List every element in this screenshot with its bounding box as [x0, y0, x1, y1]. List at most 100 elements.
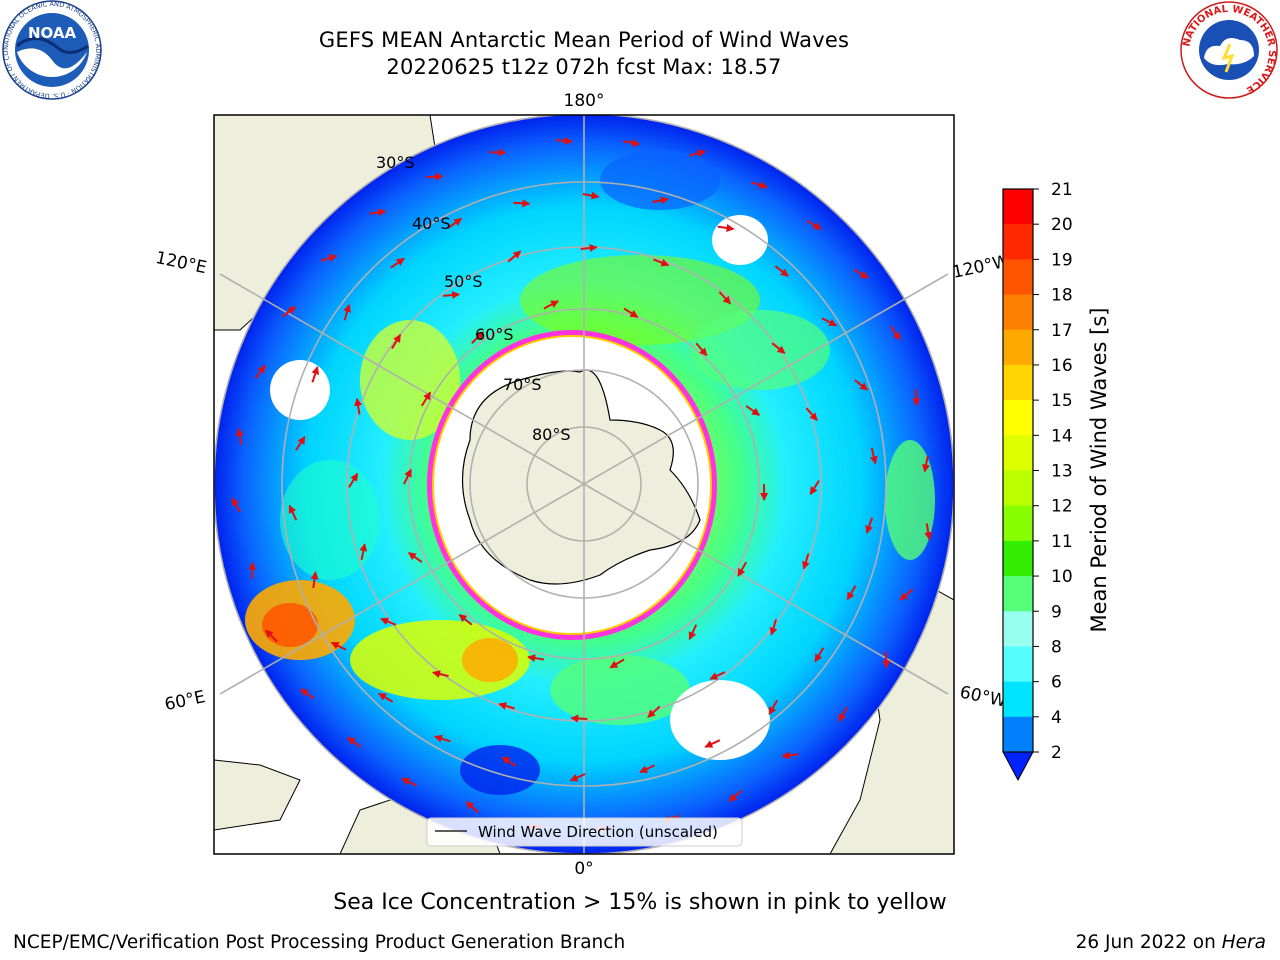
wave-vector-arrow [501, 756, 517, 767]
wave-vector-arrow [458, 613, 473, 626]
lon-label-0: 0° [574, 859, 593, 879]
lon-label-60w: 60°W [958, 682, 1008, 711]
lon-label-180: 180° [564, 91, 605, 111]
colorbar-tick-label: 18 [1051, 286, 1073, 306]
lon-label-120w: 120°W [951, 251, 1012, 283]
wave-vector-arrow [806, 220, 822, 230]
map-area [214, 115, 954, 854]
wave-vector-arrow [570, 714, 588, 723]
wave-vector-arrow [768, 699, 779, 716]
colorbar-segment [1003, 540, 1033, 577]
colorbar-tick-label: 11 [1051, 532, 1073, 552]
wave-vector-arrow [471, 331, 484, 344]
wave-vector-arrow [231, 497, 242, 513]
lat-label-30s: 30°S [376, 153, 415, 172]
wave-vector-arrow [704, 739, 721, 748]
wave-vector-arrow [717, 224, 735, 232]
footer-branch: NCEP/EMC/Verification Post Processing Pr… [13, 932, 626, 953]
wave-vector-arrow [809, 480, 820, 495]
wave-vector-arrow [434, 734, 451, 743]
colorbar-extend-triangle [1002, 751, 1034, 782]
wave-vector-arrow [465, 801, 480, 814]
wave-vector-arrow [295, 435, 306, 451]
noaa-logo: NATIONAL OCEANIC AND ATMOSPHERIC ADMINIS… [0, 0, 102, 100]
wave-vector-arrow [320, 254, 338, 262]
wave-vector-arrow [882, 651, 891, 669]
colorbar-tick-label: 9 [1051, 602, 1062, 622]
wave-vector-arrow [513, 199, 531, 208]
colorbar-segment [1003, 646, 1033, 683]
wave-vector-arrow [924, 523, 933, 541]
vector-legend: Wind Wave Direction (unscaled) [426, 817, 743, 847]
chart-subtitle: 20220625 t12z 072h fcst Max: 18.57 [386, 55, 782, 79]
colorbar-segment [1003, 716, 1033, 753]
wave-vector-arrow [854, 379, 869, 391]
colorbar-segment [1003, 294, 1033, 331]
colorbar-tick-label: 10 [1051, 567, 1073, 587]
wave-vector-arrow [846, 585, 857, 601]
wave-vector-arrow [769, 619, 778, 636]
wave-vector-arrow [378, 692, 394, 703]
wave-vector-arrow [821, 317, 838, 327]
wave-vector-arrow [865, 517, 873, 534]
wave-vector-arrow [781, 751, 799, 760]
wave-vector-arrow [802, 553, 810, 570]
colorbar-tick-label: 14 [1051, 426, 1073, 446]
lon-label-60e: 60°E [163, 687, 207, 715]
wave-vector-arrow [447, 217, 463, 229]
wave-vector-arrow [623, 138, 641, 147]
wave-vector-arrow [689, 149, 706, 158]
colorbar-segment [1003, 576, 1033, 612]
wave-vector-arrow [639, 764, 656, 774]
wave-vector-arrow [569, 773, 586, 782]
colorbar-segment [1003, 400, 1033, 436]
colorbar-segment [1003, 329, 1033, 366]
colorbar-segment [1003, 259, 1033, 296]
wave-vector-arrow [401, 777, 417, 787]
wave-vector-arrow [235, 427, 244, 445]
lat-label-50s: 50°S [444, 272, 483, 291]
wave-vector-arrow [265, 629, 278, 643]
wave-vector-arrow [299, 688, 315, 700]
wave-vector-arrow [890, 325, 901, 341]
wave-vector-arrow [869, 447, 878, 465]
map-frame [213, 114, 955, 855]
wave-vector-arrow [498, 702, 515, 710]
wave-vector-arrow [623, 307, 639, 318]
wave-vector-arrow [359, 543, 368, 560]
colorbar-tick-label: 12 [1051, 497, 1073, 517]
wave-vector-arrow [407, 552, 423, 563]
wave-vector-arrow [652, 196, 669, 205]
wave-vector-arrow [853, 268, 869, 279]
colorbar-tick-label: 20 [1051, 215, 1073, 235]
colorbar-tick-label: 8 [1051, 637, 1062, 657]
wave-vector-arrow [543, 300, 560, 310]
colorbar-tick-label: 15 [1051, 391, 1073, 411]
wave-vector-arrow [912, 389, 921, 407]
wave-vector-arrow [348, 472, 359, 488]
colorbar-segment [1003, 505, 1033, 542]
wave-vector-arrow [609, 658, 625, 669]
wave-vector-arrow [580, 244, 598, 253]
wave-vector-arrow [347, 736, 362, 748]
wave-vector-arrow [311, 366, 320, 383]
colorbar-segment [1003, 681, 1033, 718]
lat-label-40s: 40°S [412, 214, 451, 233]
sea-ice-note: Sea Ice Concentration > 15% is shown in … [333, 890, 947, 915]
colorbar-tick-label: 13 [1051, 462, 1073, 482]
colorbar-tick-label: 17 [1051, 321, 1073, 341]
colorbar-tick-label: 16 [1051, 356, 1073, 376]
wave-vector-arrow [426, 172, 444, 181]
colorbar-segment [1003, 224, 1033, 260]
chart-title: GEFS MEAN Antarctic Mean Period of Wind … [318, 28, 850, 52]
wave-vector-arrow [527, 654, 545, 663]
colorbar-tick-label: 19 [1051, 250, 1073, 270]
wave-vector-arrow [432, 670, 449, 678]
colorbar-tick-label: 2 [1051, 743, 1062, 763]
lat-label-80s: 80°S [532, 425, 571, 444]
wave-vector-arrow [838, 706, 848, 722]
wave-vector-arrow [391, 334, 402, 350]
colorbar-segment [1003, 470, 1033, 507]
lon-label-120e: 120°E [154, 248, 209, 278]
